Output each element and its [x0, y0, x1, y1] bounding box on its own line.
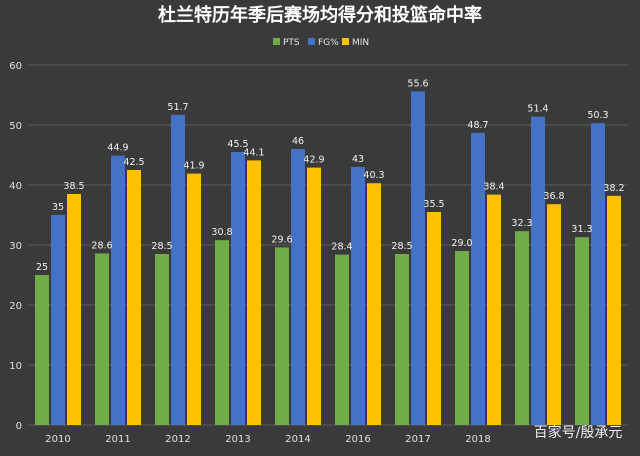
bar-fgpct-2: [171, 114, 185, 426]
data-label: 28.4: [331, 242, 352, 253]
data-label: 45.5: [227, 139, 248, 150]
data-label: 44.1: [243, 147, 264, 158]
data-label: 46: [292, 136, 304, 147]
x-tick-label: 2012: [165, 434, 190, 445]
bar-min-2: [187, 173, 201, 425]
data-label: 42.9: [303, 155, 324, 166]
y-tick-label: 40: [9, 181, 22, 192]
bar-fgpct-6: [411, 91, 425, 426]
x-tick-label: 2013: [225, 434, 250, 445]
data-label: 38.4: [483, 182, 504, 193]
data-label: 55.6: [407, 78, 428, 89]
y-tick-label: 30: [9, 241, 22, 252]
data-labels: 25 35 38.5 28.6 44.9 42.5 28.5 51.7 41.9 30.8 45.5…: [36, 78, 625, 273]
data-label: 25: [36, 262, 48, 273]
data-label: 31.3: [571, 224, 592, 235]
data-label: 41.9: [183, 161, 204, 172]
bar-pts-4: [275, 247, 289, 425]
data-label: 43: [352, 154, 364, 165]
bar-fgpct-9: [591, 123, 605, 425]
legend-swatch-pts: [273, 38, 280, 45]
x-tick-label: 2010: [45, 434, 70, 445]
legend-swatch-min: [342, 38, 349, 45]
bar-min-8: [547, 204, 561, 425]
bar-pts-0: [35, 275, 49, 425]
bar-fgpct-8: [531, 116, 545, 425]
bar-pts-7: [455, 251, 469, 425]
x-tick-label: 2014: [285, 434, 310, 445]
bar-pts-8: [515, 231, 529, 425]
bar-pts-5: [335, 254, 349, 425]
data-label: 29.0: [451, 238, 472, 249]
x-tick-label: 2018: [465, 434, 490, 445]
bar-min-5: [367, 183, 381, 425]
bar-min-6: [427, 212, 441, 425]
bar-pts-3: [215, 240, 229, 425]
data-label: 42.5: [123, 157, 144, 168]
data-label: 28.6: [91, 240, 112, 251]
data-label: 48.7: [467, 120, 488, 131]
bar-min-9: [607, 195, 621, 425]
bar-fgpct-3: [231, 152, 245, 425]
data-label: 29.6: [271, 234, 292, 245]
bar-fgpct-1: [111, 155, 125, 425]
bar-fgpct-4: [291, 149, 305, 425]
y-tick-label: 0: [16, 421, 22, 432]
bar-min-0: [67, 194, 81, 425]
data-label: 50.3: [587, 110, 608, 121]
chart-title: 杜兰特历年季后赛场均得分和投篮命中率: [158, 4, 482, 26]
watermark-text: 百家号/殷承元: [534, 424, 623, 441]
data-label: 32.3: [511, 218, 532, 229]
data-label: 51.4: [527, 104, 548, 115]
data-label: 38.5: [63, 181, 84, 192]
legend-label-min: MIN: [352, 38, 369, 48]
data-label: 44.9: [107, 143, 128, 154]
y-tick-label: 20: [9, 301, 22, 312]
bar-pts-6: [395, 254, 409, 425]
bar-fgpct-7: [471, 132, 485, 426]
bars: [35, 91, 621, 426]
legend-swatch-fg: [308, 38, 315, 45]
y-tick-label: 10: [9, 361, 22, 372]
legend-label-fg: FG%: [318, 38, 339, 48]
data-label: 35.5: [423, 199, 444, 210]
bar-min-7: [487, 194, 501, 425]
y-tick-label: 60: [9, 61, 22, 72]
x-axis: 2010 2011 2012 2013 2014 2016 2017 2018: [45, 434, 490, 445]
data-label: 28.5: [151, 241, 172, 252]
x-tick-label: 2011: [105, 434, 130, 445]
bar-fgpct-0: [51, 215, 65, 425]
data-label: 30.8: [211, 227, 232, 238]
bar-pts-1: [95, 253, 109, 425]
legend-label-pts: PTS: [283, 38, 300, 48]
data-label: 40.3: [363, 170, 384, 181]
chart-legend: PTS FG% MIN: [273, 38, 369, 48]
y-axis: 0 10 20 30 40 50 60: [9, 61, 22, 432]
bar-pts-2: [155, 254, 169, 425]
bar-pts-9: [575, 237, 589, 425]
data-label: 28.5: [391, 241, 412, 252]
data-label: 51.7: [167, 102, 188, 113]
bar-min-3: [247, 160, 261, 425]
data-label: 36.8: [543, 191, 564, 202]
data-label: 35: [52, 202, 64, 213]
x-tick-label: 2017: [405, 434, 430, 445]
bar-min-4: [307, 167, 321, 425]
bar-min-1: [127, 170, 141, 425]
bar-fgpct-5: [351, 167, 365, 425]
x-tick-label: 2016: [345, 434, 370, 445]
y-tick-label: 50: [9, 121, 22, 132]
data-label: 38.2: [603, 183, 624, 194]
